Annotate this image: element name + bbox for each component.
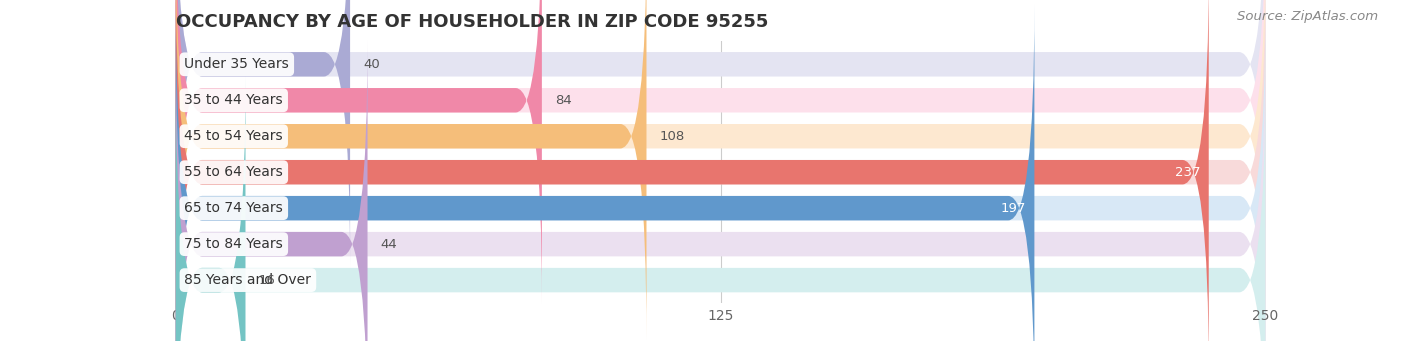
FancyBboxPatch shape	[176, 76, 246, 341]
FancyBboxPatch shape	[176, 0, 541, 304]
Text: 16: 16	[259, 273, 276, 286]
Text: OCCUPANCY BY AGE OF HOUSEHOLDER IN ZIP CODE 95255: OCCUPANCY BY AGE OF HOUSEHOLDER IN ZIP C…	[176, 13, 768, 31]
FancyBboxPatch shape	[176, 4, 1265, 341]
Text: 40: 40	[363, 58, 380, 71]
Text: 197: 197	[1000, 202, 1026, 215]
Text: 35 to 44 Years: 35 to 44 Years	[184, 93, 283, 107]
Text: 75 to 84 Years: 75 to 84 Years	[184, 237, 283, 251]
FancyBboxPatch shape	[176, 76, 1265, 341]
Text: 84: 84	[555, 94, 572, 107]
FancyBboxPatch shape	[176, 41, 367, 341]
FancyBboxPatch shape	[176, 0, 1209, 341]
Text: 55 to 64 Years: 55 to 64 Years	[184, 165, 283, 179]
FancyBboxPatch shape	[176, 0, 647, 340]
Text: Source: ZipAtlas.com: Source: ZipAtlas.com	[1237, 10, 1378, 23]
FancyBboxPatch shape	[176, 0, 1265, 341]
Text: 44: 44	[381, 238, 398, 251]
FancyBboxPatch shape	[176, 0, 1265, 340]
FancyBboxPatch shape	[176, 41, 1265, 341]
Text: 45 to 54 Years: 45 to 54 Years	[184, 129, 283, 143]
FancyBboxPatch shape	[176, 0, 350, 268]
FancyBboxPatch shape	[176, 0, 1265, 268]
Text: 108: 108	[659, 130, 685, 143]
Text: 85 Years and Over: 85 Years and Over	[184, 273, 311, 287]
FancyBboxPatch shape	[176, 0, 1265, 304]
FancyBboxPatch shape	[176, 4, 1035, 341]
Text: 237: 237	[1174, 166, 1201, 179]
Text: Under 35 Years: Under 35 Years	[184, 57, 290, 71]
Text: 65 to 74 Years: 65 to 74 Years	[184, 201, 283, 215]
